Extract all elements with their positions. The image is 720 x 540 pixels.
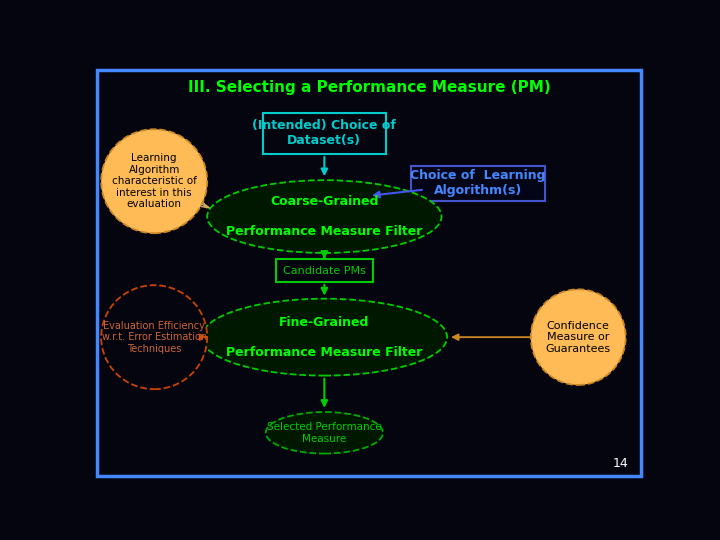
Text: 14: 14 <box>613 457 629 470</box>
Ellipse shape <box>102 129 207 233</box>
Text: Confidence
Measure or
Guarantees: Confidence Measure or Guarantees <box>546 321 611 354</box>
Ellipse shape <box>266 412 383 454</box>
FancyBboxPatch shape <box>263 113 386 154</box>
Text: Choice of  Learning
Algorithm(s): Choice of Learning Algorithm(s) <box>410 170 546 197</box>
Text: Selected Performance
Measure: Selected Performance Measure <box>267 422 382 443</box>
Text: Evaluation Efficiency
w.r.t. Error Estimation
Techniques: Evaluation Efficiency w.r.t. Error Estim… <box>102 321 207 354</box>
Ellipse shape <box>207 180 441 253</box>
FancyBboxPatch shape <box>411 166 545 201</box>
Text: Coarse-Grained

Performance Measure Filter: Coarse-Grained Performance Measure Filte… <box>226 195 423 238</box>
Text: III. Selecting a Performance Measure (PM): III. Selecting a Performance Measure (PM… <box>188 80 550 95</box>
Text: Learning
Algorithm
characteristic of
interest in this
evaluation: Learning Algorithm characteristic of int… <box>112 153 197 210</box>
Text: (Intended) Choice of
Dataset(s): (Intended) Choice of Dataset(s) <box>253 119 396 147</box>
FancyBboxPatch shape <box>276 259 373 282</box>
Text: Candidate PMs: Candidate PMs <box>283 266 366 275</box>
Ellipse shape <box>202 299 447 376</box>
Ellipse shape <box>531 289 626 385</box>
Text: Fine-Grained

Performance Measure Filter: Fine-Grained Performance Measure Filter <box>226 316 423 359</box>
Ellipse shape <box>102 285 207 389</box>
